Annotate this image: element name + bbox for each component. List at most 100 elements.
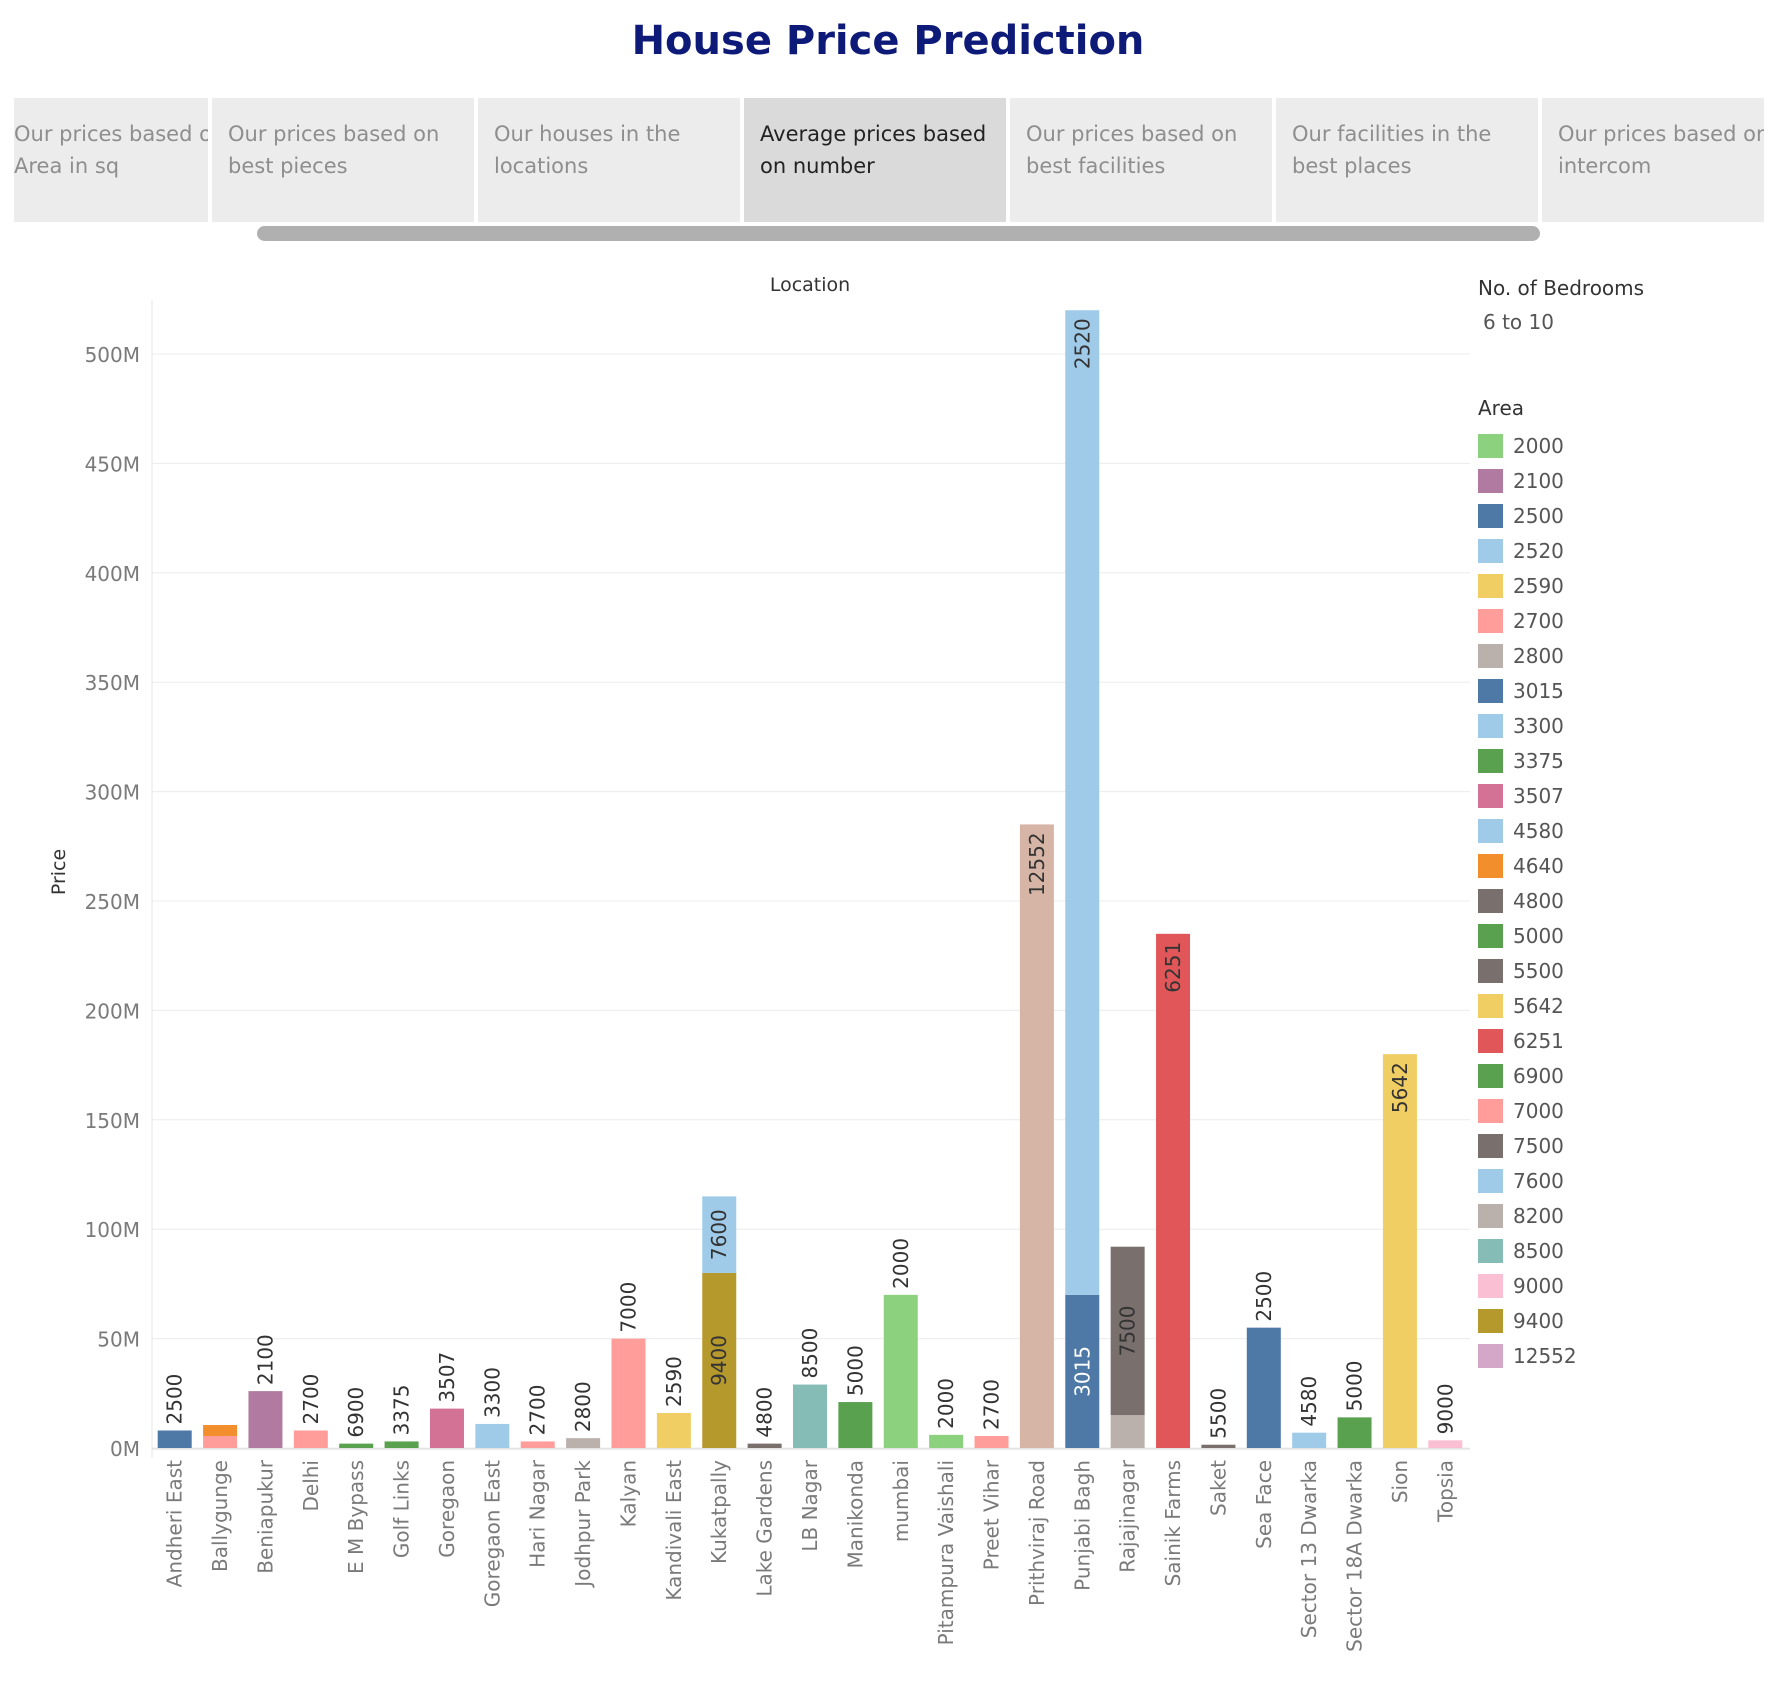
bar-segment[interactable]: [248, 1391, 283, 1448]
tab-area[interactable]: Our prices based on Area in sq: [14, 98, 208, 222]
tab-label: Our prices based on Area in sq: [14, 122, 208, 178]
legend-label: 7500: [1513, 1133, 1564, 1158]
tab-best-facilities[interactable]: Our prices based on best facilities: [1010, 98, 1272, 222]
data-label: 5000: [843, 1345, 867, 1396]
legend: No. of Bedrooms 6 to 10 Area 2000 2100 250…: [1478, 276, 1768, 1373]
legend-item[interactable]: 12552: [1478, 1338, 1768, 1373]
data-label: 3300: [480, 1367, 504, 1418]
bar-segment[interactable]: [1156, 933, 1191, 1448]
bar-segment[interactable]: [339, 1443, 374, 1448]
legend-swatch: [1478, 678, 1503, 703]
data-label: 4580: [1297, 1376, 1321, 1427]
tab-average-prices[interactable]: Average prices based on number: [744, 98, 1006, 222]
bar-segment[interactable]: [1246, 1327, 1281, 1448]
legend-label: 2590: [1513, 573, 1564, 598]
data-label: 8500: [798, 1328, 822, 1379]
legend-item[interactable]: 6900: [1478, 1058, 1768, 1093]
bar-segment[interactable]: [747, 1443, 782, 1448]
legend-item[interactable]: 8200: [1478, 1198, 1768, 1233]
legend-item[interactable]: 7500: [1478, 1128, 1768, 1163]
legend-item[interactable]: 9000: [1478, 1268, 1768, 1303]
bar-segment[interactable]: [1201, 1444, 1236, 1448]
bar-segment[interactable]: [157, 1430, 192, 1448]
legend-item[interactable]: 3015: [1478, 673, 1768, 708]
bar-segment[interactable]: [203, 1425, 238, 1436]
legend-item[interactable]: 7600: [1478, 1163, 1768, 1198]
bar-segment[interactable]: [1428, 1440, 1463, 1448]
bar-segment[interactable]: [838, 1402, 873, 1448]
legend-label: 6251: [1513, 1028, 1564, 1053]
bar-segment[interactable]: [1382, 1054, 1417, 1448]
legend-item[interactable]: 5642: [1478, 988, 1768, 1023]
legend-item[interactable]: 2700: [1478, 603, 1768, 638]
x-tick-label: Sector 13 Dwarka: [1297, 1460, 1321, 1638]
legend-item[interactable]: 5000: [1478, 918, 1768, 953]
x-tick-label: Topsia: [1433, 1460, 1457, 1523]
tab-facilities-places[interactable]: Our facilities in the best places: [1276, 98, 1538, 222]
y-tick-label: 200M: [85, 999, 140, 1023]
tab-intercom[interactable]: Our prices based on intercom: [1542, 98, 1764, 222]
legend-label: 5642: [1513, 993, 1564, 1018]
bar-segment[interactable]: [793, 1384, 827, 1448]
bar-segment[interactable]: [1065, 310, 1100, 1295]
bar-segment[interactable]: [1337, 1417, 1372, 1448]
legend-swatch: [1478, 1203, 1503, 1228]
legend-item[interactable]: 2520: [1478, 533, 1768, 568]
bar-segment[interactable]: [702, 1196, 737, 1273]
bar-segment[interactable]: [475, 1423, 510, 1448]
tab-label: Our facilities in the best places: [1292, 122, 1492, 178]
legend-item[interactable]: 3300: [1478, 708, 1768, 743]
bar-segment[interactable]: [293, 1430, 328, 1448]
legend-item[interactable]: 6251: [1478, 1023, 1768, 1058]
legend-item[interactable]: 3375: [1478, 743, 1768, 778]
y-tick-label: 0M: [110, 1437, 140, 1461]
bar-segment[interactable]: [520, 1441, 555, 1448]
legend-label: 2500: [1513, 503, 1564, 528]
bar-segment[interactable]: [883, 1294, 918, 1448]
bar-segment[interactable]: [384, 1441, 419, 1448]
legend-item[interactable]: 2590: [1478, 568, 1768, 603]
legend-swatch: [1478, 923, 1503, 948]
legend-label: 8500: [1513, 1238, 1564, 1263]
bar-segment[interactable]: [1019, 824, 1054, 1448]
tab-locations[interactable]: Our houses in the locations: [478, 98, 740, 222]
legend-item[interactable]: 3507: [1478, 778, 1768, 813]
y-tick-label: 150M: [85, 1109, 140, 1133]
bar-segment[interactable]: [1292, 1432, 1327, 1448]
x-tick-label: Rajajinagar: [1116, 1459, 1140, 1573]
legend-item[interactable]: 2800: [1478, 638, 1768, 673]
bar-segment[interactable]: [702, 1272, 737, 1448]
bar-segment[interactable]: [611, 1338, 646, 1448]
bar-segment[interactable]: [429, 1408, 464, 1448]
legend-item[interactable]: 5500: [1478, 953, 1768, 988]
legend-item[interactable]: 4800: [1478, 883, 1768, 918]
x-tick-label: Manikonda: [843, 1460, 867, 1568]
legend-swatch: [1478, 1063, 1503, 1088]
tab-label: Our prices based on best facilities: [1026, 122, 1238, 178]
tabs-scrollbar[interactable]: [257, 226, 1540, 241]
legend-item[interactable]: 9400: [1478, 1303, 1768, 1338]
legend-label: 5000: [1513, 923, 1564, 948]
x-tick-label: Kukatpally: [707, 1460, 731, 1564]
bar-segment[interactable]: [566, 1438, 601, 1448]
legend-item[interactable]: 8500: [1478, 1233, 1768, 1268]
legend-item[interactable]: 7000: [1478, 1093, 1768, 1128]
bar-segment[interactable]: [203, 1435, 238, 1448]
tab-best-pieces[interactable]: Our prices based on best pieces: [212, 98, 474, 222]
x-tick-label: Kandivali East: [662, 1460, 686, 1601]
x-tick-label: Sector 18A Dwarka: [1343, 1460, 1367, 1652]
data-label: 3015: [1070, 1346, 1094, 1397]
legend-item[interactable]: 2500: [1478, 498, 1768, 533]
bar-segment[interactable]: [1110, 1415, 1145, 1448]
bar-segment[interactable]: [929, 1434, 964, 1448]
bar-segment[interactable]: [1065, 1294, 1100, 1448]
bar-segment[interactable]: [656, 1412, 691, 1448]
y-tick-label: 350M: [85, 671, 140, 695]
x-tick-label: Goregaon: [435, 1460, 459, 1558]
bar-segment[interactable]: [974, 1435, 1009, 1448]
legend-item[interactable]: 2000: [1478, 428, 1768, 463]
legend-item[interactable]: 2100: [1478, 463, 1768, 498]
legend-item[interactable]: 4580: [1478, 813, 1768, 848]
bar-segment[interactable]: [1110, 1246, 1145, 1416]
legend-item[interactable]: 4640: [1478, 848, 1768, 883]
